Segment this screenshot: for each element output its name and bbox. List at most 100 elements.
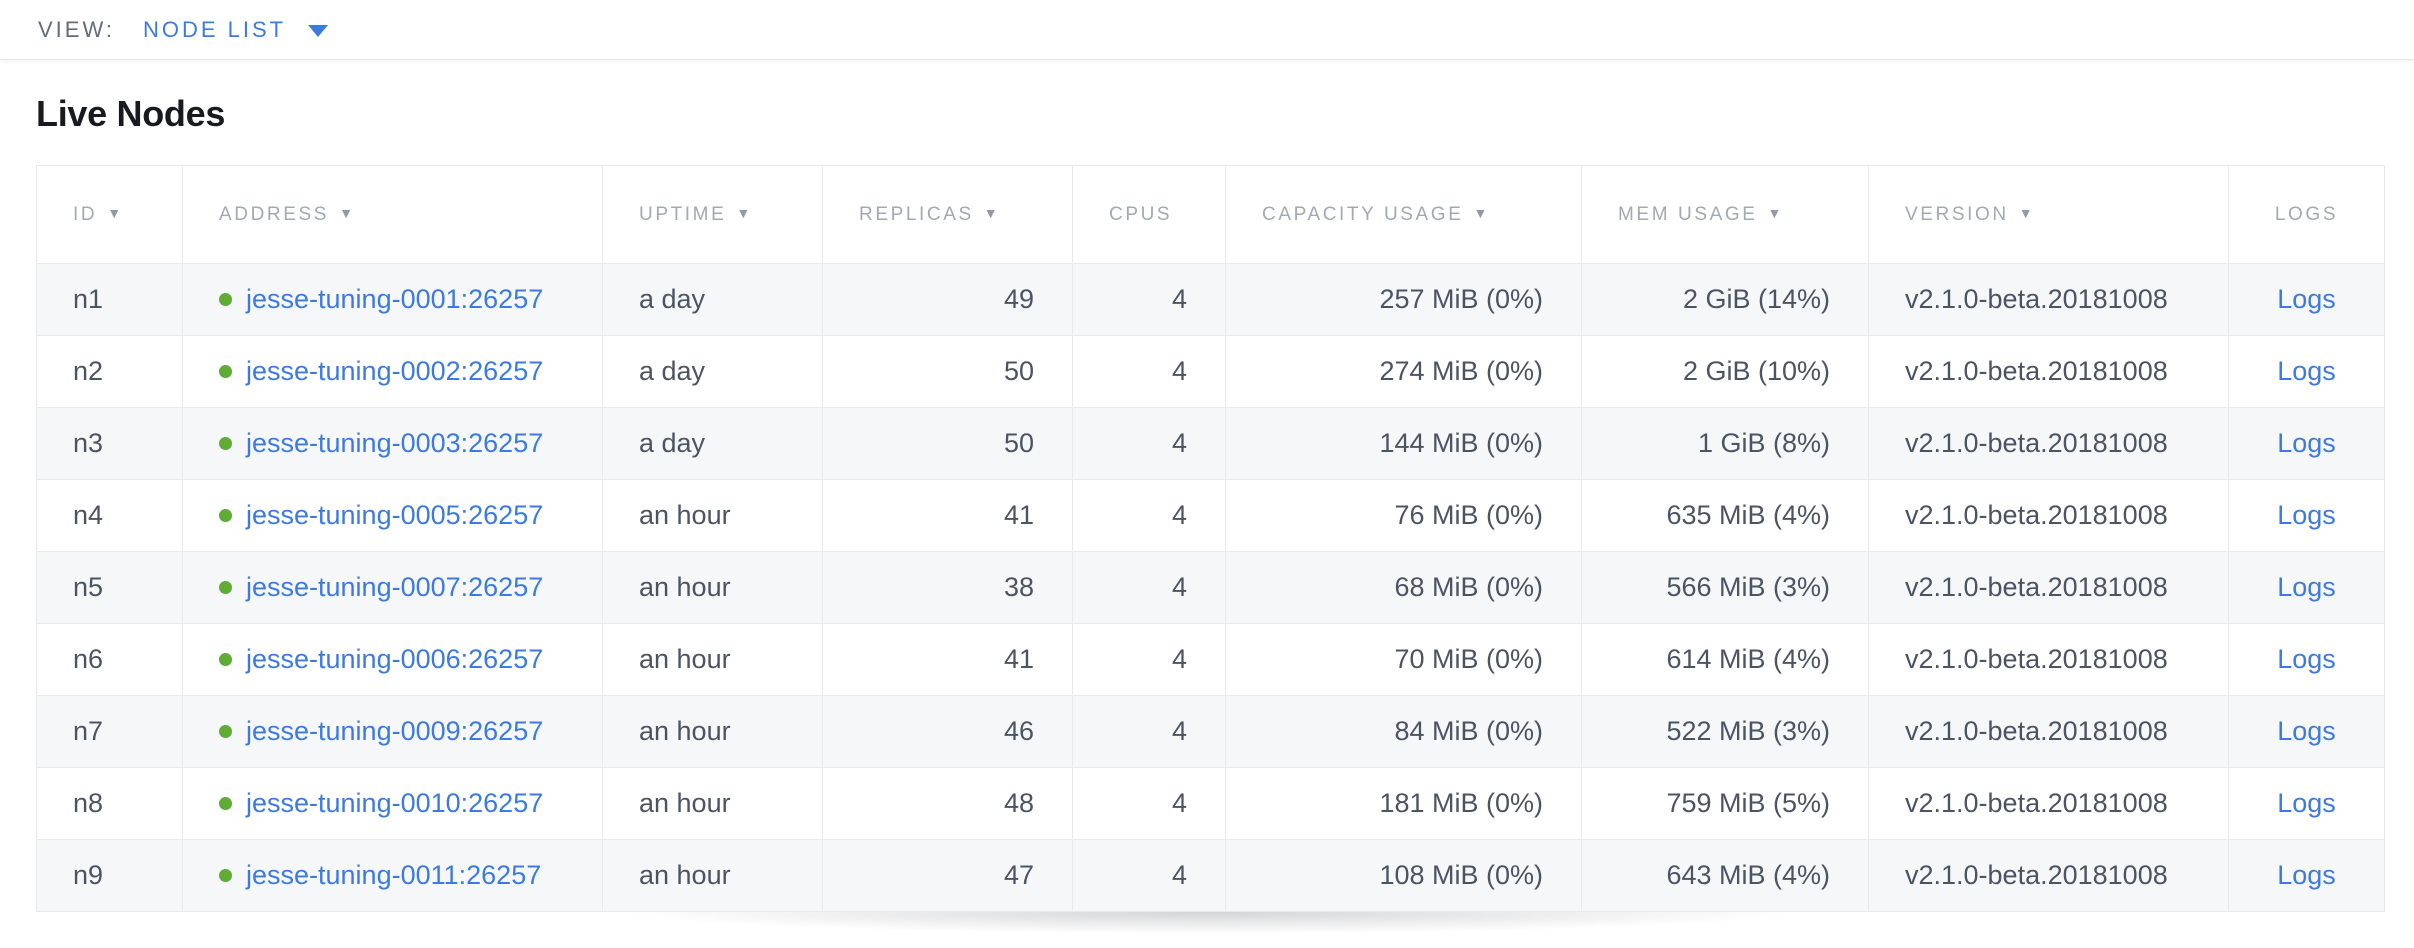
cell-mem: 635 MiB (4%) <box>1581 479 1869 552</box>
cell-replicas: 48 <box>822 767 1073 840</box>
address-link[interactable]: jesse-tuning-0006:26257 <box>246 644 544 674</box>
view-bar: VIEW: NODE LIST <box>0 0 2414 60</box>
cell-capacity: 257 MiB (0%) <box>1225 263 1582 336</box>
cell-uptime: an hour <box>602 479 823 552</box>
column-header-mem[interactable]: MEM USAGE ▼ <box>1581 165 1869 264</box>
cell-version: v2.1.0-beta.20181008 <box>1868 695 2229 768</box>
cell-capacity: 84 MiB (0%) <box>1225 695 1582 768</box>
cell-replicas: 46 <box>822 695 1073 768</box>
cell-mem: 643 MiB (4%) <box>1581 839 1869 912</box>
cell-address: jesse-tuning-0006:26257 <box>182 623 603 696</box>
cell-cpus: 4 <box>1072 263 1226 336</box>
address-link[interactable]: jesse-tuning-0005:26257 <box>246 500 544 530</box>
cell-replicas: 38 <box>822 551 1073 624</box>
cell-capacity: 181 MiB (0%) <box>1225 767 1582 840</box>
sort-desc-icon: ▼ <box>107 204 122 221</box>
cell-id: n8 <box>36 767 183 840</box>
cell-mem: 1 GiB (8%) <box>1581 407 1869 480</box>
sort-desc-icon: ▼ <box>983 204 998 221</box>
table-row: n2 jesse-tuning-0002:26257 a day 50 4 274 MiB… <box>36 335 2385 408</box>
node-status-dot-icon <box>219 365 232 378</box>
view-selected-value: NODE LIST <box>142 16 287 42</box>
column-header-logs: LOGS <box>2228 165 2385 264</box>
cell-id: n7 <box>36 695 183 768</box>
logs-link[interactable]: Logs <box>2277 500 2336 530</box>
address-link[interactable]: jesse-tuning-0007:26257 <box>246 572 544 602</box>
address-link[interactable]: jesse-tuning-0010:26257 <box>246 788 544 818</box>
table-header-row: ID ▼ ADDRESS ▼ UPTIME ▼ REPLICAS ▼ CPUS CAPACITY … <box>36 165 2385 264</box>
cell-cpus: 4 <box>1072 551 1226 624</box>
cell-id: n6 <box>36 623 183 696</box>
address-link[interactable]: jesse-tuning-0011:26257 <box>246 860 542 890</box>
caret-down-icon <box>308 25 329 37</box>
table-row: n4 jesse-tuning-0005:26257 an hour 41 4 76 Mi… <box>36 479 2385 552</box>
panel-bottom-shadow <box>429 912 1989 947</box>
cell-id: n5 <box>36 551 183 624</box>
cell-capacity: 274 MiB (0%) <box>1225 335 1582 408</box>
cell-logs: Logs <box>2228 767 2385 840</box>
cell-mem: 2 GiB (14%) <box>1581 263 1869 336</box>
live-nodes-section: Live Nodes ID ▼ ADDRESS ▼ UPTIME ▼ REPLICAS ▼ CP… <box>0 92 2414 947</box>
view-selector-dropdown[interactable]: NODE LIST <box>142 16 329 43</box>
cell-mem: 2 GiB (10%) <box>1581 335 1869 408</box>
node-status-dot-icon <box>219 437 232 450</box>
column-header-uptime[interactable]: UPTIME ▼ <box>602 165 823 264</box>
cell-logs: Logs <box>2228 335 2385 408</box>
address-link[interactable]: jesse-tuning-0009:26257 <box>246 716 544 746</box>
address-link[interactable]: jesse-tuning-0001:26257 <box>246 284 544 314</box>
table-row: n8 jesse-tuning-0010:26257 an hour 48 4 181 M… <box>36 767 2385 840</box>
cell-capacity: 144 MiB (0%) <box>1225 407 1582 480</box>
logs-link[interactable]: Logs <box>2277 284 2336 314</box>
logs-link[interactable]: Logs <box>2277 716 2336 746</box>
logs-link[interactable]: Logs <box>2277 644 2336 674</box>
cell-cpus: 4 <box>1072 335 1226 408</box>
cell-version: v2.1.0-beta.20181008 <box>1868 839 2229 912</box>
cell-version: v2.1.0-beta.20181008 <box>1868 767 2229 840</box>
column-header-replicas[interactable]: REPLICAS ▼ <box>822 165 1073 264</box>
logs-link[interactable]: Logs <box>2277 428 2336 458</box>
cell-address: jesse-tuning-0005:26257 <box>182 479 603 552</box>
cell-address: jesse-tuning-0001:26257 <box>182 263 603 336</box>
cell-mem: 614 MiB (4%) <box>1581 623 1869 696</box>
logs-link[interactable]: Logs <box>2277 572 2336 602</box>
cell-uptime: a day <box>602 407 823 480</box>
cell-uptime: a day <box>602 335 823 408</box>
cell-mem: 522 MiB (3%) <box>1581 695 1869 768</box>
column-header-capacity[interactable]: CAPACITY USAGE ▼ <box>1225 165 1582 264</box>
node-list-table: ID ▼ ADDRESS ▼ UPTIME ▼ REPLICAS ▼ CPUS CAPACITY … <box>36 165 2385 912</box>
sort-desc-icon: ▼ <box>1767 204 1782 221</box>
logs-link[interactable]: Logs <box>2277 860 2336 890</box>
address-link[interactable]: jesse-tuning-0003:26257 <box>246 428 544 458</box>
cell-capacity: 68 MiB (0%) <box>1225 551 1582 624</box>
sort-desc-icon: ▼ <box>2018 204 2033 221</box>
logs-link[interactable]: Logs <box>2277 356 2336 386</box>
cell-logs: Logs <box>2228 407 2385 480</box>
cell-capacity: 108 MiB (0%) <box>1225 839 1582 912</box>
table-row: n7 jesse-tuning-0009:26257 an hour 46 4 84 Mi… <box>36 695 2385 768</box>
cell-cpus: 4 <box>1072 767 1226 840</box>
cell-replicas: 49 <box>822 263 1073 336</box>
cell-address: jesse-tuning-0007:26257 <box>182 551 603 624</box>
column-header-label: REPLICAS <box>859 203 974 225</box>
column-header-version[interactable]: VERSION ▼ <box>1868 165 2229 264</box>
cell-capacity: 70 MiB (0%) <box>1225 623 1582 696</box>
cell-uptime: an hour <box>602 839 823 912</box>
node-status-dot-icon <box>219 869 232 882</box>
address-link[interactable]: jesse-tuning-0002:26257 <box>246 356 544 386</box>
cell-version: v2.1.0-beta.20181008 <box>1868 623 2229 696</box>
node-status-dot-icon <box>219 581 232 594</box>
cell-version: v2.1.0-beta.20181008 <box>1868 335 2229 408</box>
table-row: n5 jesse-tuning-0007:26257 an hour 38 4 68 Mi… <box>36 551 2385 624</box>
column-header-label: CPUS <box>1109 203 1173 225</box>
cell-version: v2.1.0-beta.20181008 <box>1868 551 2229 624</box>
column-header-id[interactable]: ID ▼ <box>36 165 183 264</box>
cell-cpus: 4 <box>1072 839 1226 912</box>
table-row: n1 jesse-tuning-0001:26257 a day 49 4 257 MiB… <box>36 263 2385 336</box>
column-header-label: VERSION <box>1905 203 2009 225</box>
column-header-address[interactable]: ADDRESS ▼ <box>182 165 603 264</box>
node-status-dot-icon <box>219 509 232 522</box>
cell-cpus: 4 <box>1072 695 1226 768</box>
cell-cpus: 4 <box>1072 623 1226 696</box>
column-header-label: CAPACITY USAGE <box>1262 203 1464 225</box>
logs-link[interactable]: Logs <box>2277 788 2336 818</box>
